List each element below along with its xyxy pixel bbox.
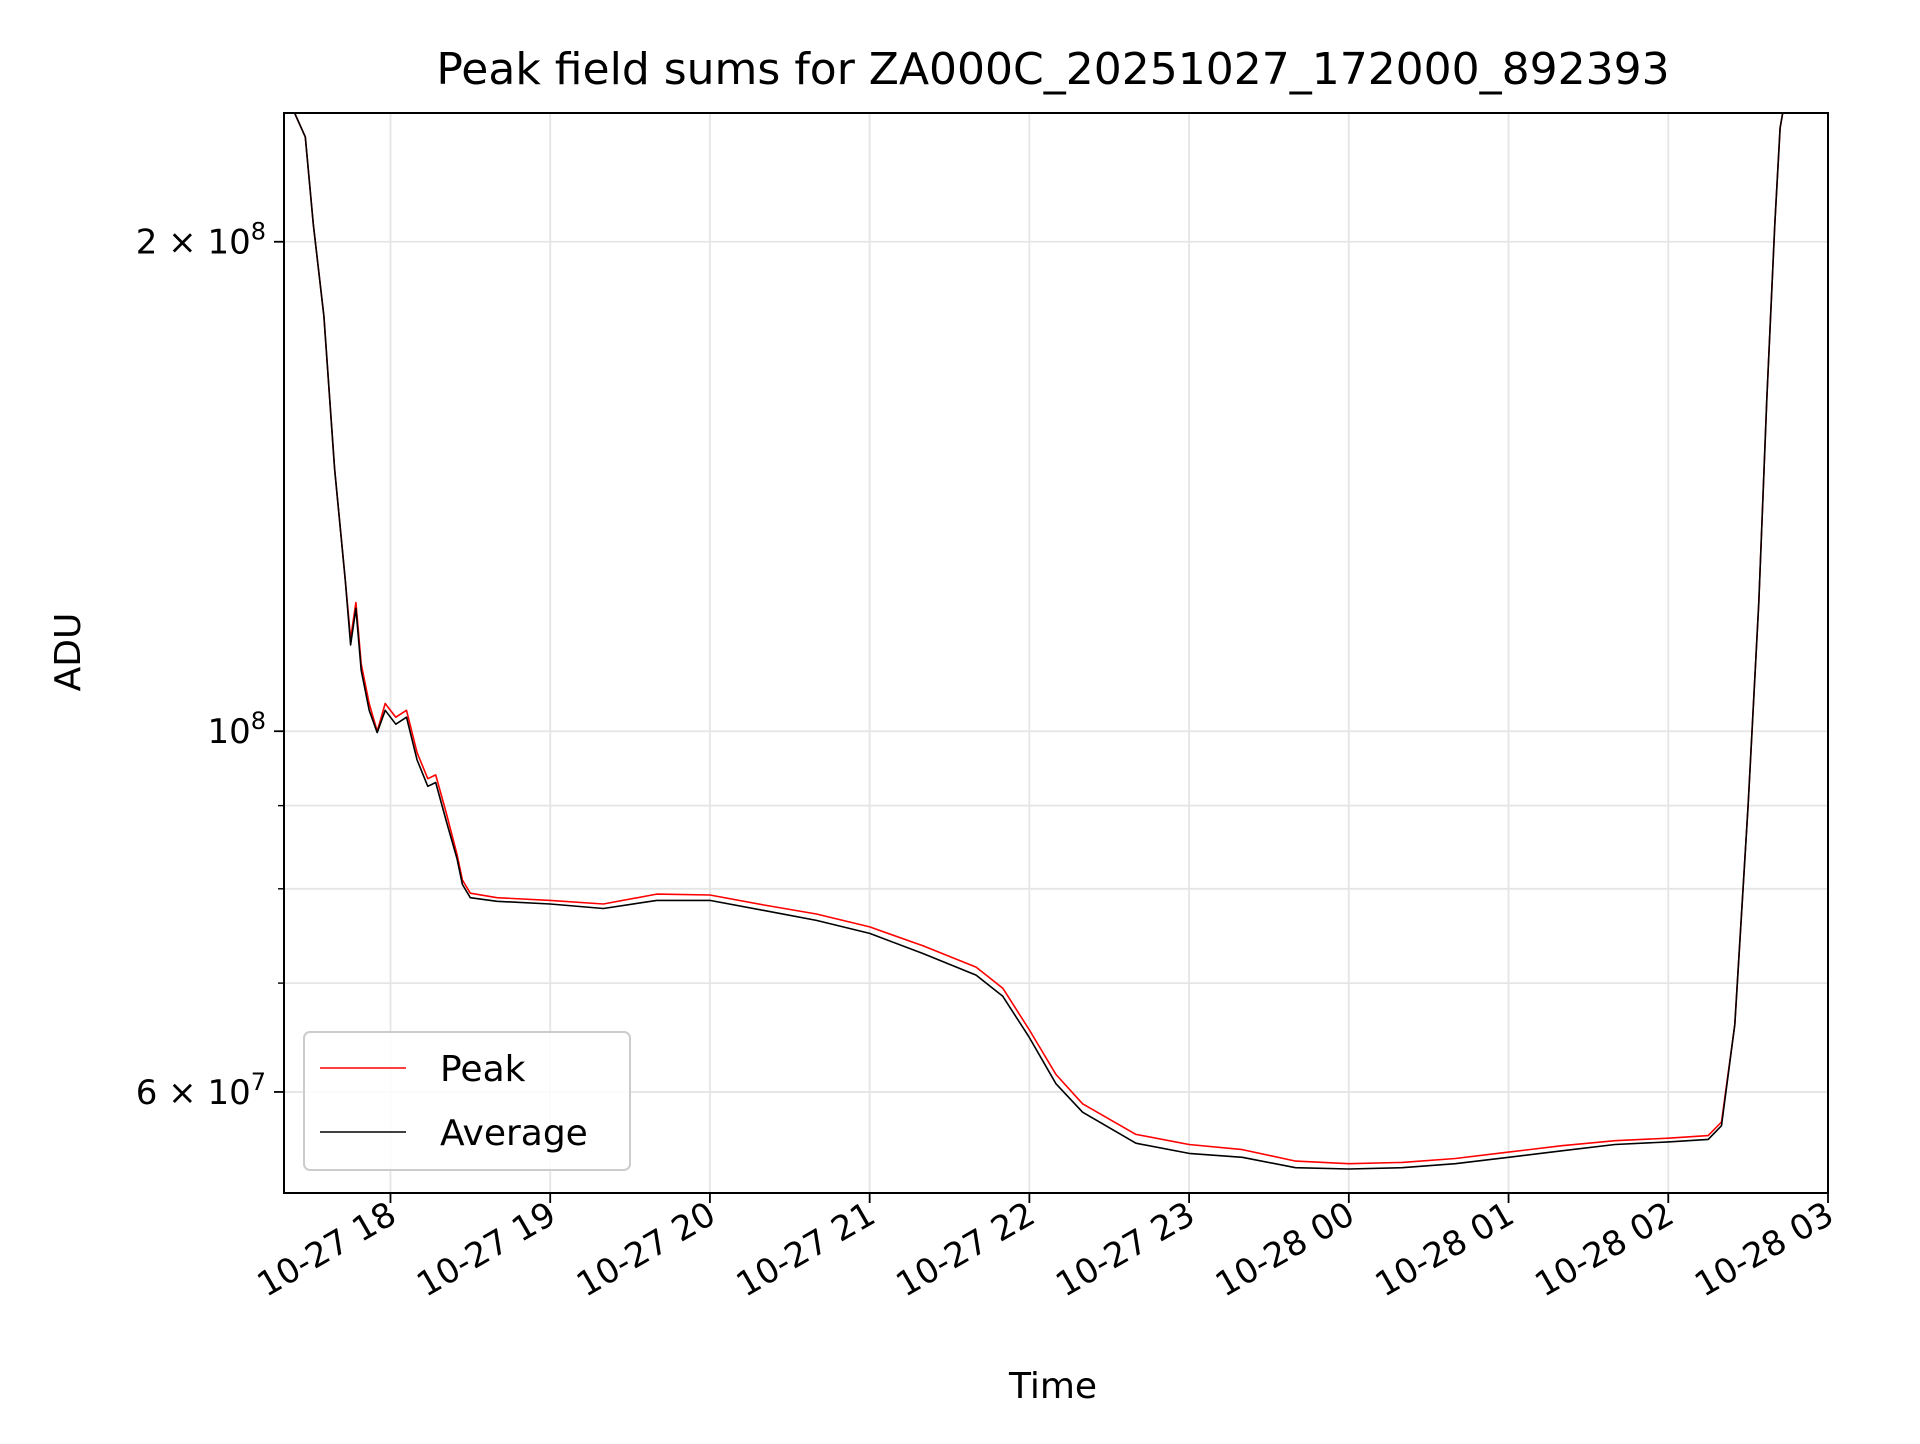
legend: Peak Average	[303, 1031, 631, 1171]
chart-title: Peak field sums for ZA000C_20251027_1720…	[436, 44, 1669, 95]
series-line-peak	[284, 113, 1828, 1165]
legend-label-peak: Peak	[440, 1049, 526, 1090]
plot-frame	[283, 112, 1829, 1194]
y-tick-label: 2 × 108	[136, 218, 266, 263]
y-tick-label: 6 × 107	[136, 1068, 266, 1113]
series-line-average	[284, 113, 1828, 1170]
y-axis-label: ADU	[48, 613, 89, 692]
x-axis-label: Time	[1008, 1366, 1097, 1407]
plot-series	[284, 113, 1828, 1170]
legend-box	[303, 1031, 631, 1171]
legend-label-average: Average	[440, 1113, 588, 1154]
